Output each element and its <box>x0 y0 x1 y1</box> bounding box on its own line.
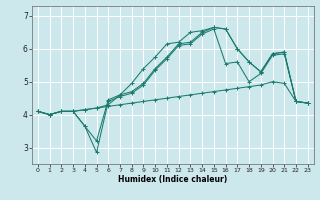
X-axis label: Humidex (Indice chaleur): Humidex (Indice chaleur) <box>118 175 228 184</box>
